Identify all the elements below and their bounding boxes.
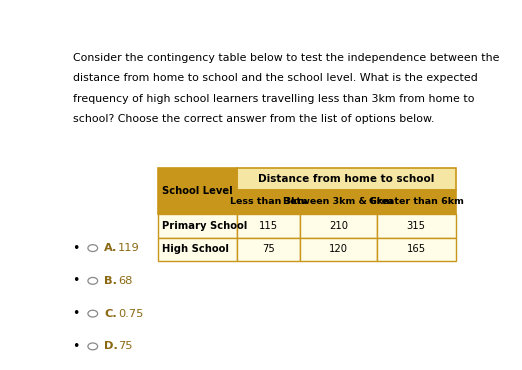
Text: 68: 68 (118, 276, 132, 286)
Bar (237, 168, 456, 190)
Text: Primary School: Primary School (161, 221, 247, 231)
Text: 165: 165 (407, 245, 426, 255)
Text: distance from home to school and the school level. What is the expected: distance from home to school and the sch… (73, 74, 478, 84)
Text: 119: 119 (118, 243, 139, 253)
Bar (158, 168, 237, 214)
Text: Greater than 6km: Greater than 6km (369, 197, 464, 206)
Text: D.: D. (104, 342, 118, 351)
Bar (377, 238, 456, 261)
Text: Consider the contingency table below to test the independence between the: Consider the contingency table below to … (73, 53, 500, 63)
Text: school? Choose the correct answer from the list of options below.: school? Choose the correct answer from t… (73, 114, 435, 124)
Bar (300, 190, 377, 214)
Text: •: • (73, 242, 80, 255)
Text: C.: C. (104, 309, 117, 319)
Text: High School: High School (161, 245, 229, 255)
Text: 75: 75 (262, 245, 275, 255)
Text: •: • (73, 275, 80, 287)
Text: A.: A. (104, 243, 117, 253)
Text: School Level: School Level (161, 186, 232, 196)
Bar (237, 190, 300, 214)
Text: B.: B. (104, 276, 117, 286)
Bar (237, 214, 300, 238)
Text: 115: 115 (259, 221, 278, 231)
Text: Less than 3km: Less than 3km (230, 197, 307, 206)
Text: 210: 210 (329, 221, 348, 231)
Bar (158, 238, 237, 261)
Text: 315: 315 (407, 221, 426, 231)
Text: •: • (73, 340, 80, 353)
Text: 0.75: 0.75 (118, 309, 143, 319)
Bar (300, 238, 377, 261)
Bar (158, 214, 237, 238)
Bar (237, 238, 300, 261)
Text: 75: 75 (118, 342, 133, 351)
Bar (377, 190, 456, 214)
Bar (377, 214, 456, 238)
Text: Distance from home to school: Distance from home to school (258, 174, 435, 184)
Text: Between 3km & 6km: Between 3km & 6km (283, 197, 393, 206)
Bar (300, 214, 377, 238)
Text: 120: 120 (329, 245, 348, 255)
Text: •: • (73, 307, 80, 320)
Text: frequency of high school learners travelling less than 3km from home to: frequency of high school learners travel… (73, 94, 475, 104)
